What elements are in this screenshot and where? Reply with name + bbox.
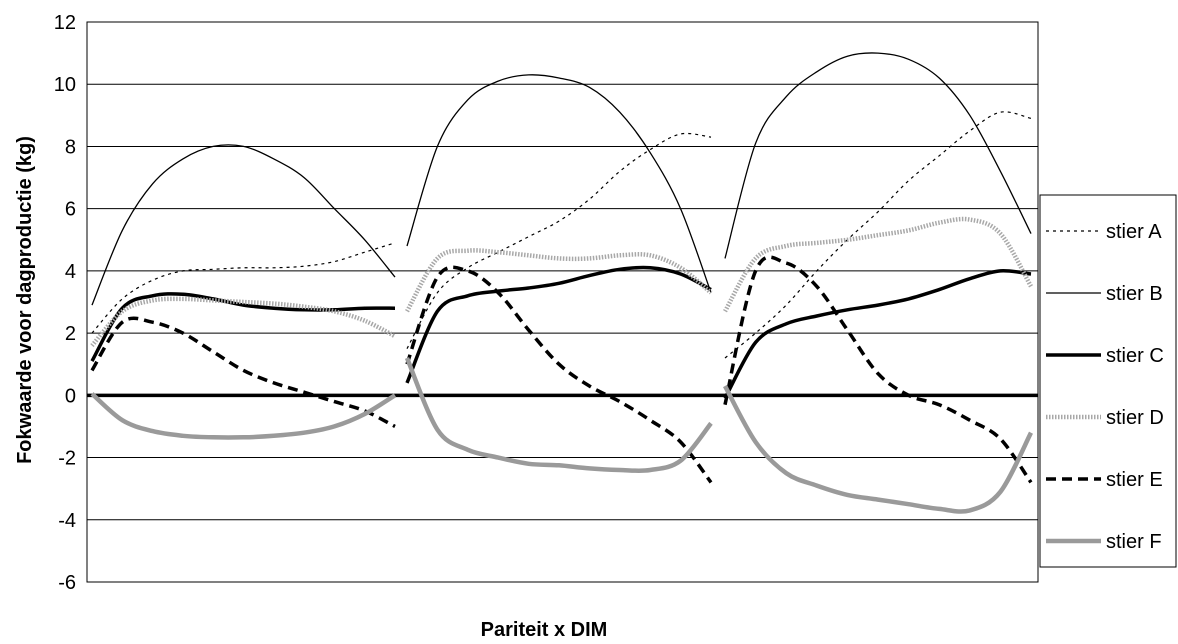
y-tick-label: -6 xyxy=(58,572,76,594)
legend: stier A stier B stier C stier D stier E stier… xyxy=(1039,194,1177,568)
legend-label: stier E xyxy=(1106,469,1163,491)
series-line-stier-f-parity-1 xyxy=(90,392,397,440)
legend-label: stier F xyxy=(1106,531,1162,553)
series-line-stier-c-parity-1 xyxy=(90,292,396,362)
plot-border xyxy=(86,21,1039,583)
y-tick-label: 8 xyxy=(65,136,76,158)
x-axis-title: Pariteit x DIM xyxy=(481,619,608,641)
series-line-stier-e-parity-3 xyxy=(723,255,1033,484)
legend-label: stier D xyxy=(1106,407,1164,429)
series-line-stier-a-parity-2 xyxy=(406,132,712,349)
legend-box xyxy=(1039,194,1177,568)
y-tick-label: 0 xyxy=(65,385,76,407)
series-line-stier-e-parity-1 xyxy=(90,316,396,428)
series-line-stier-e-parity-2 xyxy=(405,265,713,484)
y-tick-label: -2 xyxy=(58,448,76,470)
series-line-stier-b-parity-1 xyxy=(91,144,396,306)
series-lines xyxy=(90,52,1034,514)
legend-label: stier C xyxy=(1106,345,1164,367)
series-line-stier-a-parity-3 xyxy=(724,111,1032,359)
y-axis-title: Fokwaarde voor dagproductie (kg) xyxy=(14,136,36,464)
y-tick-label: 4 xyxy=(65,261,76,283)
series-line-stier-b-parity-3 xyxy=(724,52,1032,259)
y-tick-label: 10 xyxy=(54,74,76,96)
y-tick-label: 12 xyxy=(54,12,76,34)
series-line-stier-d-parity-3 xyxy=(723,216,1033,313)
legend-label: stier A xyxy=(1106,221,1162,243)
y-axis-tick-labels: -6 -4 -2 0 2 4 6 8 10 12 xyxy=(54,12,76,594)
series-line-stier-d-parity-2 xyxy=(405,248,713,313)
y-tick-label: 6 xyxy=(65,199,76,221)
y-tick-label: 2 xyxy=(65,323,76,345)
series-line-stier-a-parity-1 xyxy=(91,242,396,334)
series-line-stier-b-parity-2 xyxy=(406,74,712,293)
legend-label: stier B xyxy=(1106,283,1163,305)
series-line-stier-f-parity-2 xyxy=(404,357,713,474)
plot-area-border xyxy=(86,21,1039,583)
series-line-stier-c-parity-2 xyxy=(405,265,712,384)
series-line-stier-f-parity-3 xyxy=(723,384,1034,514)
y-tick-label: -4 xyxy=(58,510,76,532)
series-line-stier-d-parity-1 xyxy=(90,296,397,348)
series-line-stier-c-parity-3 xyxy=(723,269,1032,400)
